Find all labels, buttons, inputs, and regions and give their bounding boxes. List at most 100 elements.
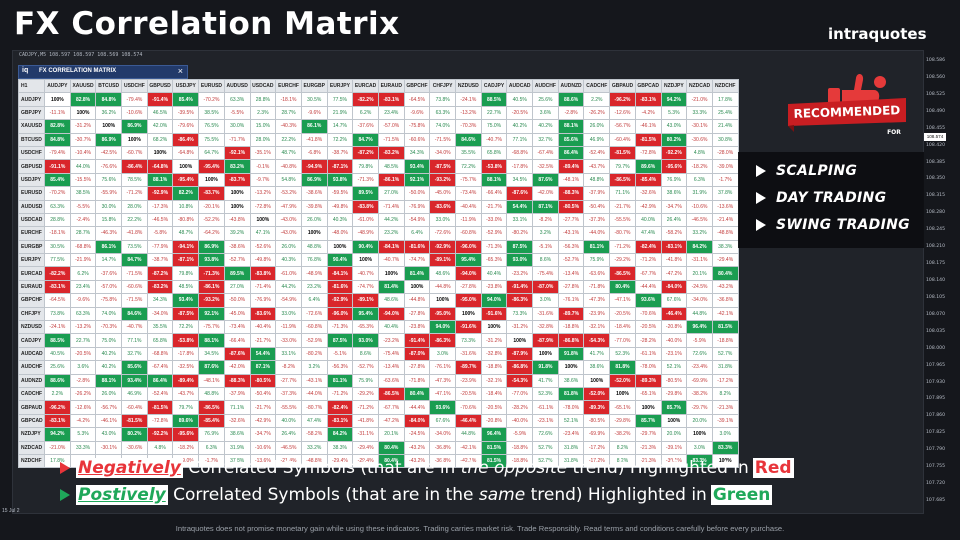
row-header: AUDNZD xyxy=(18,373,45,388)
correlation-cell: 100% xyxy=(172,159,200,174)
correlation-cell: -41.8% xyxy=(300,132,328,147)
correlation-cell: -24.1% xyxy=(44,320,71,335)
correlation-cell: -20.5% xyxy=(609,306,636,322)
correlation-cell: -40.4% xyxy=(455,199,482,214)
correlation-cell: -5.1% xyxy=(326,346,354,362)
correlation-cell: -29.7% xyxy=(634,427,662,442)
correlation-cell: -20.8% xyxy=(660,320,688,335)
correlation-cell: 23.2% xyxy=(377,226,405,241)
correlation-cell: -29.4% xyxy=(352,453,379,469)
correlation-cell: 72.2% xyxy=(455,159,482,174)
correlation-cell: 44.8% xyxy=(455,427,482,442)
correlation-cell: -76.1% xyxy=(557,293,585,308)
correlation-cell: 52.3% xyxy=(532,386,559,402)
correlation-cell: 72.6% xyxy=(532,427,559,442)
correlation-cell: -71.3% xyxy=(352,172,379,188)
current-price-tag: 108.574 xyxy=(924,133,946,141)
correlation-cell: -43.7% xyxy=(172,386,200,402)
correlation-cell: -40.7% xyxy=(121,320,148,335)
panel-header[interactable]: iq FX CORRELATION MATRIX × xyxy=(18,65,188,79)
close-icon[interactable]: × xyxy=(177,66,183,76)
correlation-cell: 89.6% xyxy=(634,159,662,174)
correlation-cell: 92.1% xyxy=(198,306,225,322)
correlation-cell: -39.0% xyxy=(711,159,739,174)
correlation-cell: -81.5% xyxy=(634,132,662,147)
column-header: EURUSD xyxy=(198,78,225,94)
correlation-cell: -0.1% xyxy=(249,159,277,174)
correlation-cell: -95.4% xyxy=(172,172,200,188)
correlation-cell: -86.5% xyxy=(609,172,636,188)
correlation-cell: -48.0% xyxy=(326,226,354,241)
correlation-cell: 23.4% xyxy=(69,279,97,295)
correlation-cell: 33.3% xyxy=(686,105,713,121)
correlation-cell: 72.2% xyxy=(326,132,354,147)
correlation-cell: 84.6% xyxy=(121,306,148,322)
correlation-cell: 48.5% xyxy=(377,159,405,174)
feature-scalping: SCALPING xyxy=(756,163,857,179)
correlation-cell: 20.1% xyxy=(377,427,405,442)
correlation-cell: -13.2% xyxy=(69,320,97,335)
correlation-cell: 15.8% xyxy=(95,212,123,228)
correlation-cell: -27.8% xyxy=(403,360,431,375)
correlation-cell: -45.0% xyxy=(429,186,456,201)
correlation-cell: -89.4% xyxy=(557,159,585,174)
brand-logo: intraquotes xyxy=(828,25,927,43)
correlation-cell: 38.3% xyxy=(326,440,354,455)
correlation-cell: 31.9% xyxy=(223,440,251,455)
correlation-cell: 40.2% xyxy=(95,346,123,362)
correlation-cell: 28.7% xyxy=(275,105,302,121)
correlation-cell: -30.6% xyxy=(686,132,713,147)
correlation-cell: -72.8% xyxy=(249,199,277,214)
correlation-cell: 100% xyxy=(223,186,251,201)
correlation-cell: -23.4% xyxy=(686,360,713,375)
correlation-cell: -64.8% xyxy=(172,145,200,161)
correlation-cell: -49.8% xyxy=(326,199,354,214)
column-header: NZDJPY xyxy=(660,78,688,94)
correlation-cell: -47.3% xyxy=(583,293,611,308)
correlation-cell: -43.1% xyxy=(557,226,585,241)
correlation-cell: 38.3% xyxy=(711,239,739,255)
price-label: 107.720 xyxy=(926,481,945,487)
correlation-cell: 79.8% xyxy=(172,266,200,281)
correlation-cell: -71.3% xyxy=(326,320,354,335)
correlation-cell: 63.3% xyxy=(69,306,97,322)
correlation-cell: -1.7% xyxy=(198,453,225,469)
correlation-cell: -5.9% xyxy=(686,333,713,348)
correlation-cell: 95.4% xyxy=(352,306,379,322)
correlation-cell: 5.3% xyxy=(660,105,688,121)
correlation-cell: -52.4% xyxy=(146,386,174,402)
correlation-cell: -80.5% xyxy=(660,373,688,388)
correlation-cell: -20.5% xyxy=(506,105,534,121)
correlation-cell: 85.4% xyxy=(44,172,71,188)
correlation-cell: 46.9% xyxy=(583,132,611,147)
correlation-cell: 39.2% xyxy=(223,226,251,241)
price-axis[interactable]: 108.574 108.586 108.560 108.525 108.490 108.… xyxy=(924,50,960,512)
correlation-cell: 86.1% xyxy=(95,239,123,255)
correlation-cell: -20.8% xyxy=(480,413,508,429)
correlation-cell: 38.5% xyxy=(69,186,97,201)
correlation-cell: 84.7% xyxy=(352,132,379,147)
correlation-cell: 52.7% xyxy=(532,440,559,455)
correlation-cell: 100% xyxy=(583,373,611,388)
correlation-cell: -21.4% xyxy=(711,212,739,228)
correlation-cell: -32.8% xyxy=(532,320,559,335)
chevron-right-icon xyxy=(60,489,70,501)
correlation-cell: 22.7% xyxy=(69,333,97,348)
table-row: EURGBP 30.5% -68.8% 86.1% 73.5% -77.9% -94.1% 8… xyxy=(18,239,739,255)
correlation-cell: -13.4% xyxy=(557,266,585,281)
correlation-cell: -40.8% xyxy=(275,159,302,174)
correlation-cell: -27.8% xyxy=(455,279,482,295)
correlation-cell: 80.2% xyxy=(660,132,688,147)
row-header: CHFJPY xyxy=(18,306,45,322)
correlation-cell: 4.8% xyxy=(146,440,174,455)
table-row: BTCUSD 84.8% -30.7% 86.9% 100% 68.2% -86.4% 75.… xyxy=(18,132,739,147)
correlation-cell: -95.4% xyxy=(198,159,225,174)
correlation-cell: 28.7% xyxy=(69,226,97,241)
correlation-cell: -21.7% xyxy=(609,199,636,214)
correlation-cell: -73.4% xyxy=(223,320,251,335)
correlation-cell: -86.1% xyxy=(198,279,225,295)
table-row: AUDNZD 88.6% -2.8% 88.1% 93.4% 86.4% -89.4% -48… xyxy=(18,373,739,388)
correlation-cell: -29.4% xyxy=(711,253,739,268)
correlation-cell: -5.9% xyxy=(506,427,534,442)
row-header: GBPCAD xyxy=(18,413,45,429)
